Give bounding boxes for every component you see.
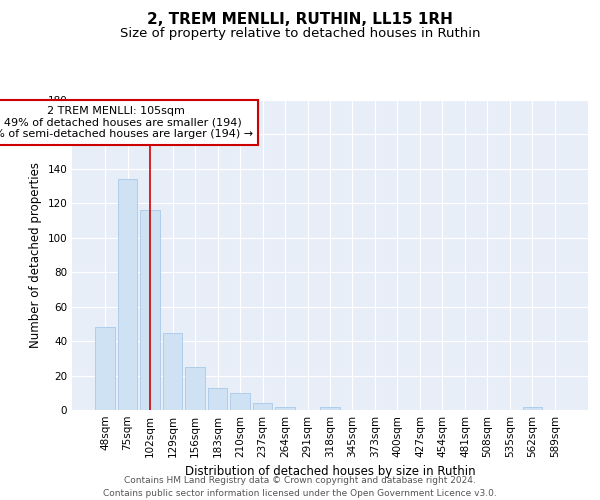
- Bar: [140, 210, 160, 410]
- Bar: [523, 406, 542, 410]
- Bar: [230, 393, 250, 410]
- Text: Size of property relative to detached houses in Ruthin: Size of property relative to detached ho…: [120, 28, 480, 40]
- Bar: [208, 388, 227, 410]
- Text: 2, TREM MENLLI, RUTHIN, LL15 1RH: 2, TREM MENLLI, RUTHIN, LL15 1RH: [147, 12, 453, 28]
- Bar: [275, 406, 295, 410]
- Bar: [253, 403, 272, 410]
- Bar: [118, 179, 137, 410]
- Text: 2 TREM MENLLI: 105sqm
← 49% of detached houses are smaller (194)
49% of semi-det: 2 TREM MENLLI: 105sqm ← 49% of detached …: [0, 106, 253, 139]
- X-axis label: Distribution of detached houses by size in Ruthin: Distribution of detached houses by size …: [185, 466, 475, 478]
- Bar: [185, 367, 205, 410]
- Bar: [320, 406, 340, 410]
- Text: Contains HM Land Registry data © Crown copyright and database right 2024.
Contai: Contains HM Land Registry data © Crown c…: [103, 476, 497, 498]
- Bar: [163, 332, 182, 410]
- Bar: [95, 328, 115, 410]
- Y-axis label: Number of detached properties: Number of detached properties: [29, 162, 42, 348]
